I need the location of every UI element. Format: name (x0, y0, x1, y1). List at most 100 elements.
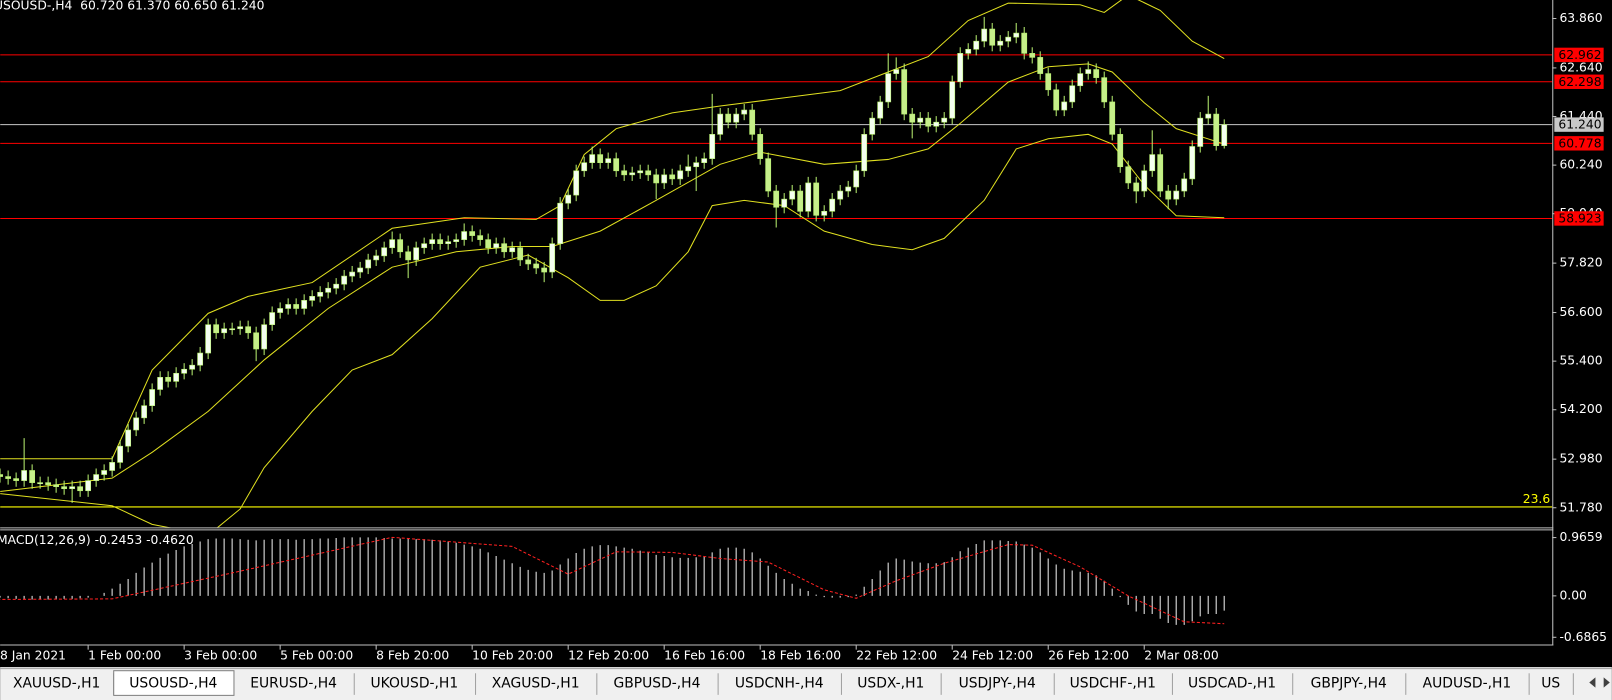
x-tick-label: 8 Feb 20:00 (376, 648, 449, 662)
level-label: 58.923 (1558, 211, 1601, 225)
candle-body (557, 202, 564, 244)
candle-body (381, 247, 388, 257)
candle-body (517, 247, 524, 261)
candle-body (525, 259, 532, 265)
candle-body (501, 243, 508, 253)
candle-body (1165, 190, 1172, 200)
candle-body (261, 324, 268, 350)
candle-body (317, 291, 324, 297)
candle-body (749, 109, 756, 135)
candle-body (357, 267, 364, 273)
tab-label[interactable]: UKOUSD-,H1 (371, 676, 459, 692)
candle-body (1077, 73, 1084, 87)
tab-label[interactable]: AUDUSD-,H1 (1423, 676, 1512, 692)
candle-body (245, 326, 252, 334)
candle-body (1093, 69, 1100, 78)
tab-label[interactable]: XAUUSD-,H1 (13, 676, 100, 692)
candle-body (325, 287, 332, 293)
candle-body (405, 251, 412, 261)
scroll-left[interactable] (1589, 677, 1596, 688)
candle-body (693, 162, 700, 168)
candle-body (1149, 154, 1156, 172)
candle-body (829, 198, 836, 212)
candle-body (1061, 101, 1068, 111)
candle-body (29, 470, 36, 483)
candle-body (341, 275, 348, 285)
candle-body (413, 247, 420, 261)
candle-body (965, 48, 972, 54)
candle-body (389, 239, 396, 249)
candle-body (1037, 57, 1044, 74)
y-tick-label: -0.6865 (1559, 630, 1607, 644)
y-tick-label: 56.600 (1559, 305, 1602, 319)
candle-body (605, 158, 612, 163)
candle-body (1117, 134, 1124, 168)
candle-body (837, 190, 844, 200)
candle-body (1157, 154, 1164, 192)
x-tick-label: 24 Feb 12:00 (952, 648, 1033, 662)
candle-body (869, 117, 876, 135)
candle-body (669, 174, 676, 180)
candle-body (629, 172, 636, 176)
candle-body (997, 40, 1004, 46)
candle-body (773, 190, 780, 208)
candle-body (5, 476, 12, 479)
candle-body (1053, 89, 1060, 111)
candle-body (909, 113, 916, 123)
candle-body (709, 134, 716, 159)
tab-label[interactable]: USOUSD-,H4 (129, 676, 217, 692)
tab-label[interactable]: EURUSD-,H4 (250, 676, 337, 692)
y-tick-label: 63.860 (1559, 11, 1602, 25)
scroll-right[interactable] (1603, 677, 1610, 688)
x-tick-label: 1 Feb 00:00 (88, 648, 161, 662)
candle-body (861, 134, 868, 172)
candle-body (805, 182, 812, 212)
macd-panel (0, 536, 1225, 625)
tab-label[interactable]: USDCHF-,H1 (1070, 676, 1156, 692)
candle-body (157, 377, 164, 390)
candle-body (685, 166, 692, 172)
candle-body (445, 241, 452, 244)
candle-body (701, 158, 708, 163)
candle-body (349, 271, 356, 277)
candle-body (77, 486, 84, 492)
tab-label[interactable]: USDJPY-,H4 (959, 676, 1036, 692)
candle-body (741, 109, 748, 115)
candle-body (1013, 32, 1020, 38)
candle-body (509, 247, 516, 253)
bollinger-band (0, 0, 1225, 460)
level-label-box (1554, 136, 1604, 151)
candle-body (229, 328, 236, 331)
tab-active[interactable] (113, 670, 235, 696)
tab-label[interactable]: XAGUSD-,H1 (492, 676, 580, 692)
candle-body (677, 170, 684, 180)
candle-body (253, 332, 260, 350)
candle-body (213, 324, 220, 334)
tab-label[interactable]: USDCNH-,H4 (735, 676, 824, 692)
tab-label[interactable]: US (1541, 676, 1560, 692)
candle-body (989, 28, 996, 46)
candle-body (93, 474, 100, 481)
candle-body (181, 368, 188, 374)
candle-body (1021, 32, 1028, 54)
level-label-box (1554, 117, 1604, 132)
tab-bar: XAUUSD-,H1 USOUSD-,H4 EURUSD-,H4 UKOUSD-,H1… (0, 667, 1612, 700)
candle-body (813, 182, 820, 216)
tab-label[interactable]: USDX-,H1 (857, 676, 924, 692)
candle-body (541, 267, 548, 273)
candle-body (653, 174, 660, 184)
x-tick-label: 12 Feb 20:00 (568, 648, 649, 662)
candle-body (901, 69, 908, 115)
price-panel: 23.6 (0, 0, 1553, 528)
candle-body (221, 328, 228, 334)
tab-label[interactable]: GBPUSD-,H4 (614, 676, 701, 692)
candle-body (981, 28, 988, 42)
y-tick-label: 57.820 (1559, 256, 1602, 270)
x-tick-label: 22 Feb 12:00 (856, 648, 937, 662)
signal-line (0, 536, 1225, 625)
tab-label[interactable]: USDCAD-,H1 (1188, 676, 1276, 692)
tab-label[interactable]: GBPJPY-,H4 (1311, 676, 1387, 692)
y-tick-label: 60.240 (1559, 158, 1602, 172)
y-tick-label: 0.00 (1559, 588, 1587, 602)
